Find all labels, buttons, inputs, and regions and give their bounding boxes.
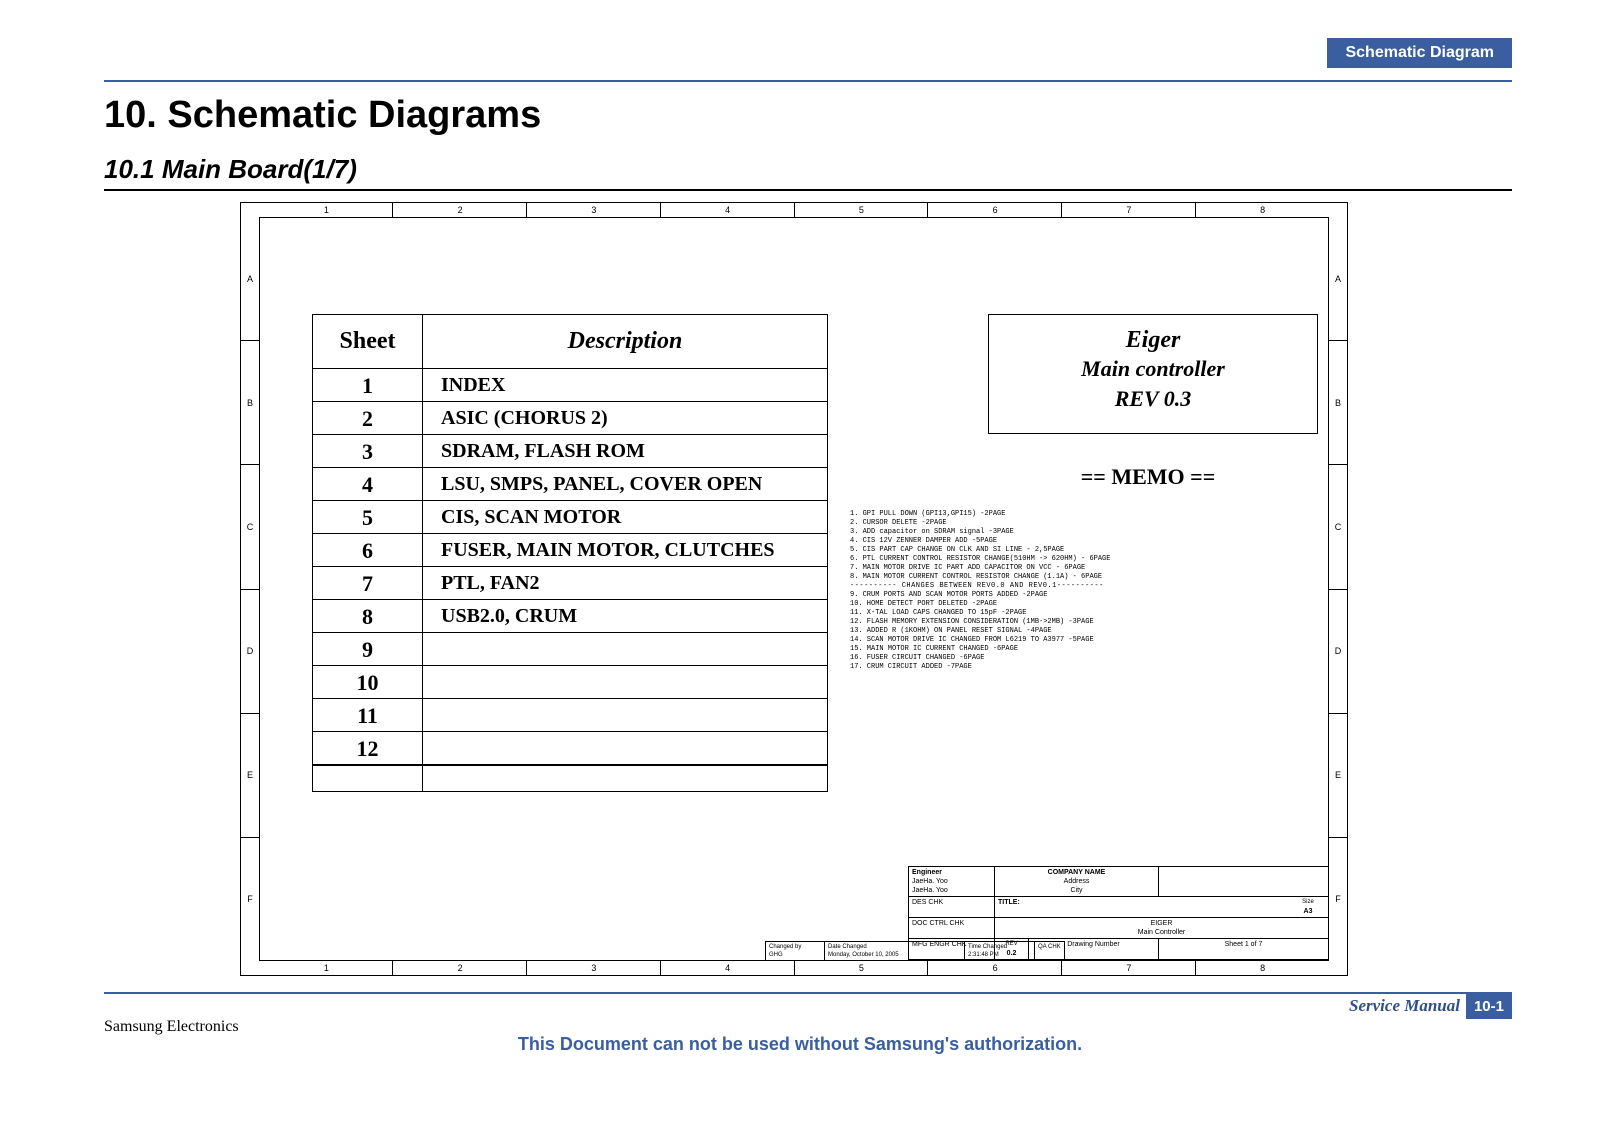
schematic-frame: 1 2 3 4 5 6 7 8 1 2 3 4 5 6 7 8: [240, 202, 1348, 976]
memo-item: 17. CRUM CIRCUIT ADDED -7PAGE: [850, 663, 1180, 672]
index-row: 11: [313, 699, 827, 732]
footer-rule: [104, 992, 1512, 994]
size-cell: Size A3: [1288, 897, 1328, 918]
memo-separator: ---------- CHANGES BETWEEN REV0.0 AND RE…: [850, 582, 1180, 591]
title-line-3: REV 0.3: [995, 386, 1311, 412]
memo-item: 2. CURSOR DELETE -2PAGE: [850, 519, 1180, 528]
index-row: 10: [313, 666, 827, 699]
index-row: 5CIS, SCAN MOTOR: [313, 501, 827, 534]
frame-col-numbers-top: 1 2 3 4 5 6 7 8: [259, 203, 1329, 217]
memo-item: 7. MAIN MOTOR DRIVE IC PART ADD CAPACITO…: [850, 564, 1180, 573]
sheet-cell: Sheet 1 of 7: [1159, 939, 1328, 960]
title-cell: TITLE:: [995, 897, 1288, 918]
memo-item: 1. GPI PULL DOWN (GPI13,GPI15) -2PAGE: [850, 510, 1180, 519]
rev-cell: REV 0.2: [995, 939, 1029, 960]
index-row: 1INDEX: [313, 369, 827, 402]
changed-by-cell: Changed by GHG: [765, 942, 825, 960]
des-chk-cell: DES CHK: [909, 897, 995, 918]
memo-item: 10. HOME DETECT PORT DELETED -2PAGE: [850, 600, 1180, 609]
memo-list: 1. GPI PULL DOWN (GPI13,GPI15) -2PAGE 2.…: [850, 510, 1180, 672]
memo-item: 16. FUSER CIRCUIT CHANGED -6PAGE: [850, 654, 1180, 663]
index-header-sheet: Sheet: [313, 315, 423, 368]
mfg-engr-cell: MFG ENGR CHK: [909, 939, 995, 960]
index-header-desc: Description: [423, 315, 827, 368]
frame-row-letters-right: A B C D E F: [1329, 217, 1347, 961]
memo-item: 14. SCAN MOTOR DRIVE IC CHANGED FROM L62…: [850, 636, 1180, 645]
section-heading: 10. Schematic Diagrams: [104, 94, 541, 137]
service-manual-label: Service Manual: [1349, 996, 1460, 1016]
company-cell: COMPANY NAME Address City: [995, 867, 1159, 897]
index-row: 7PTL, FAN2: [313, 567, 827, 600]
index-row: 12: [313, 732, 827, 765]
title-val-cell: EIGER Main Controller: [995, 918, 1328, 939]
memo-item: 11. X-TAL LOAD CAPS CHANGED TO 15pF -2PA…: [850, 609, 1180, 618]
index-row: 6FUSER, MAIN MOTOR, CLUTCHES: [313, 534, 827, 567]
index-row: 3SDRAM, FLASH ROM: [313, 435, 827, 468]
index-row: 2ASIC (CHORUS 2): [313, 402, 827, 435]
index-header: Sheet Description: [313, 315, 827, 369]
memo-item: 9. CRUM PORTS AND SCAN MOTOR PORTS ADDED…: [850, 591, 1180, 600]
title-line-2: Main controller: [995, 356, 1311, 382]
doc-ctrl-cell: DOC CTRL CHK: [909, 918, 995, 939]
memo-item: 12. FLASH MEMORY EXTENSION CONSIDERATION…: [850, 618, 1180, 627]
memo-item: 13. ADDED R (1KOHM) ON PANEL RESET SIGNA…: [850, 627, 1180, 636]
frame-content: Sheet Description 1INDEX 2ASIC (CHORUS 2…: [260, 218, 1328, 960]
memo-item: 4. CIS 12V ZENNER DAMPER ADD -5PAGE: [850, 537, 1180, 546]
top-rule: [104, 80, 1512, 82]
memo-heading: == MEMO ==: [1028, 464, 1268, 490]
index-row: 9: [313, 633, 827, 666]
index-row: 8USB2.0, CRUM: [313, 600, 827, 633]
frame-row-letters-left: A B C D E F: [241, 217, 259, 961]
title-line-1: Eiger: [995, 327, 1311, 354]
titleblock-info: Engineer JaeHa. Yoo JaeHa. Yoo COMPANY N…: [908, 866, 1328, 960]
memo-item: 5. CIS PART CAP CHANGE ON CLK AND SI LIN…: [850, 546, 1180, 555]
footer-authorization-notice: This Document can not be used without Sa…: [0, 1034, 1600, 1055]
engineer-cell: Engineer JaeHa. Yoo JaeHa. Yoo: [909, 867, 995, 897]
page-number: 10-1: [1466, 994, 1512, 1019]
page: Schematic Diagram 10. Schematic Diagrams…: [0, 0, 1600, 1131]
subsection-wrap: 10.1 Main Board(1/7): [104, 154, 1512, 191]
subsection-heading: 10.1 Main Board(1/7): [104, 154, 1512, 185]
memo-item: 6. PTL CURRENT CONTROL RESISTOR CHANGE(5…: [850, 555, 1180, 564]
title-block: Eiger Main controller REV 0.3: [988, 314, 1318, 434]
header-badge: Schematic Diagram: [1327, 38, 1512, 68]
index-table: Sheet Description 1INDEX 2ASIC (CHORUS 2…: [312, 314, 828, 792]
frame-inner: Sheet Description 1INDEX 2ASIC (CHORUS 2…: [259, 217, 1329, 961]
memo-item: 15. MAIN MOTOR IC CURRENT CHANGED -6PAGE: [850, 645, 1180, 654]
drawing-no-cell: Drawing Number: [1029, 939, 1159, 960]
empty-cell-tr: [1159, 867, 1328, 897]
memo-item: 3. ADD capacitor on SDRAM signal -3PAGE: [850, 528, 1180, 537]
frame-col-numbers-bot: 1 2 3 4 5 6 7 8: [259, 961, 1329, 975]
memo-item: 8. MAIN MOTOR CURRENT CONTROL RESISTOR C…: [850, 573, 1180, 582]
index-row: 4LSU, SMPS, PANEL, COVER OPEN: [313, 468, 827, 501]
index-footer-row: [313, 765, 827, 791]
